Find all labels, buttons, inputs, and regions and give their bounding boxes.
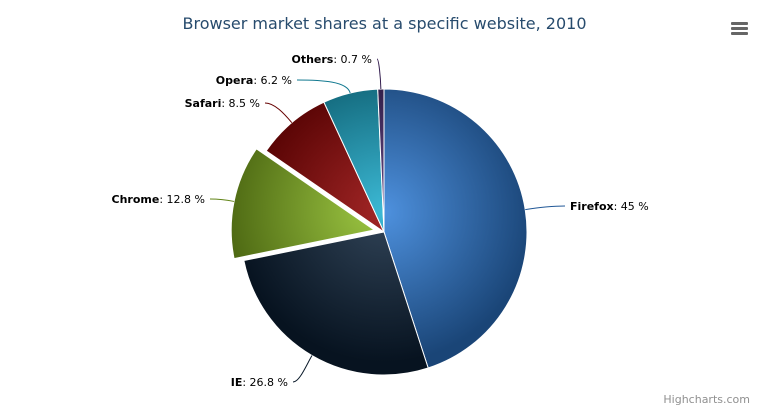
hamburger-menu-icon[interactable]: [731, 22, 748, 36]
pie-slice-firefox[interactable]: [383, 88, 528, 369]
data-label-value: : 26.8 %: [242, 376, 288, 389]
connector-chrome: [209, 198, 235, 202]
connector-opera: [296, 79, 351, 94]
data-label-value: : 12.8 %: [159, 193, 205, 206]
data-label-name: IE: [231, 376, 243, 389]
data-label-ie: IE: 26.8 %: [231, 376, 288, 389]
data-label-safari: Safari: 8.5 %: [185, 97, 260, 110]
pie-slice-others[interactable]: [377, 88, 385, 233]
pie-slice-ie[interactable]: [243, 231, 429, 376]
connector-safari: [264, 102, 293, 124]
data-label-value: : 0.7 %: [333, 53, 372, 66]
connector-firefox: [525, 205, 566, 211]
data-label-name: Opera: [216, 74, 254, 87]
data-label-name: Others: [291, 53, 333, 66]
chart-title: Browser market shares at a specific webs…: [182, 14, 587, 33]
data-label-others: Others: 0.7 %: [291, 53, 372, 66]
data-label-opera: Opera: 6.2 %: [216, 74, 292, 87]
data-label-chrome: Chrome: 12.8 %: [112, 193, 205, 206]
connector-others: [376, 58, 382, 90]
data-label-firefox: Firefox: 45 %: [570, 200, 649, 213]
data-label-name: Firefox: [570, 200, 614, 213]
credits-link[interactable]: Highcharts.com: [663, 393, 750, 406]
data-label-name: Chrome: [112, 193, 160, 206]
connector-ie: [292, 355, 313, 383]
data-label-name: Safari: [185, 97, 222, 110]
data-label-value: : 6.2 %: [253, 74, 292, 87]
data-label-value: : 45 %: [614, 200, 649, 213]
data-label-value: : 8.5 %: [221, 97, 260, 110]
